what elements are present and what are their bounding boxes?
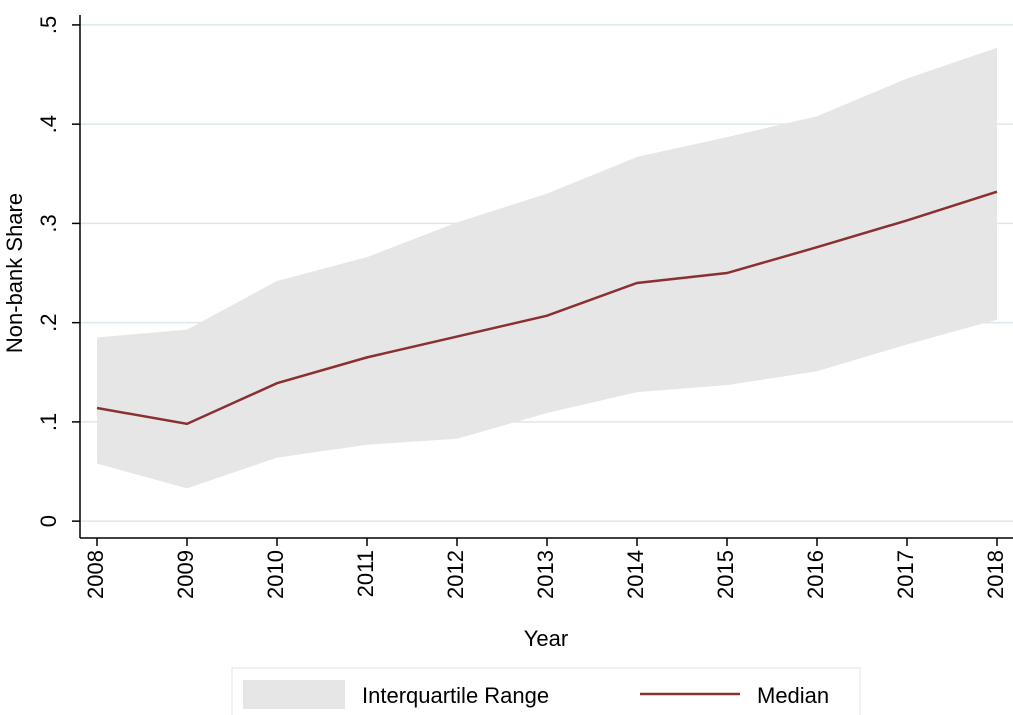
x-tick-label: 2008 [83, 550, 108, 599]
median-line [96, 190, 998, 426]
iqr-band [97, 47, 997, 489]
legend-swatch [243, 680, 345, 709]
y-tick-label: .1 [36, 413, 61, 431]
x-tick-label: 2017 [893, 550, 918, 599]
x-tick-label: 2018 [983, 550, 1008, 599]
y-tick-label: .3 [36, 214, 61, 232]
x-tick-label: 2015 [713, 550, 738, 599]
x-tick-label: 2010 [263, 550, 288, 599]
x-tick-label: 2013 [533, 550, 558, 599]
y-tick-label: .2 [36, 313, 61, 331]
x-tick-label: 2016 [803, 550, 828, 599]
y-tick-label: .4 [36, 115, 61, 133]
y-tick-label: 0 [36, 515, 61, 527]
y-axis-label: Non-bank Share [2, 193, 27, 353]
x-tick-label: 2014 [623, 550, 648, 599]
x-tick-label: 2011 [353, 550, 378, 597]
x-tick-label: 2012 [443, 550, 468, 599]
x-axis-label: Year [524, 626, 568, 651]
y-tick-label: .5 [36, 16, 61, 34]
legend-label: Interquartile Range [362, 683, 549, 708]
legend-label: Median [757, 683, 829, 708]
x-tick-label: 2009 [173, 550, 198, 599]
